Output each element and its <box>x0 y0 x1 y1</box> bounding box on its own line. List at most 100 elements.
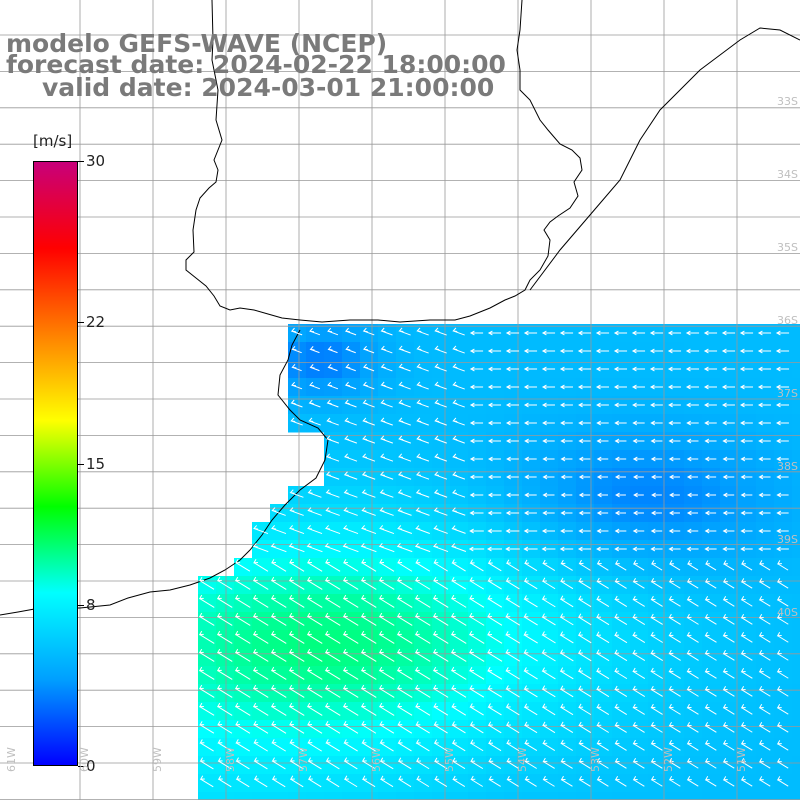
wind-arrow <box>324 702 341 716</box>
wind-arrow <box>309 327 321 336</box>
valid-date: valid date: 2024-03-01 21:00:00 <box>42 73 495 102</box>
wind-arrow <box>668 739 681 751</box>
wind-arrow <box>632 739 645 751</box>
wind-arrow <box>523 528 538 534</box>
wind-arrow <box>613 348 628 354</box>
wind-arrow <box>704 510 717 516</box>
wind-arrow <box>235 721 251 734</box>
wind-arrow <box>360 648 377 662</box>
wind-arrow <box>271 507 286 516</box>
wind-arrow <box>344 435 358 444</box>
wind-arrow <box>416 417 429 426</box>
wind-arrow <box>505 348 520 354</box>
wind-arrow <box>343 757 358 770</box>
wind-arrow <box>452 399 465 408</box>
wind-arrow <box>397 757 412 770</box>
wind-arrow <box>632 667 646 679</box>
field-cell <box>486 792 505 800</box>
wind-arrow <box>234 630 251 644</box>
wind-arrow <box>414 666 431 680</box>
wind-arrow <box>721 366 736 372</box>
wind-arrow <box>559 667 574 680</box>
wind-arrow <box>380 327 393 336</box>
wind-arrow <box>687 560 699 571</box>
wind-arrow <box>324 612 341 626</box>
wind-arrow <box>468 612 485 626</box>
wind-arrow <box>667 348 682 354</box>
wind-arrow <box>523 685 538 698</box>
wind-arrow <box>614 739 627 751</box>
wind-arrow <box>487 528 502 534</box>
wind-arrow <box>434 327 447 336</box>
wind-arrow <box>307 757 322 770</box>
wind-arrow <box>433 525 448 534</box>
wind-arrow <box>704 667 717 679</box>
wind-arrow <box>362 435 376 444</box>
field-cell <box>792 720 800 739</box>
wind-arrow <box>668 776 681 787</box>
wind-arrow <box>686 402 699 408</box>
wind-arrow <box>505 366 520 372</box>
wind-arrow <box>451 543 467 552</box>
wind-arrow <box>523 667 538 680</box>
wind-arrow <box>450 630 467 644</box>
wind-arrow <box>651 474 662 480</box>
wind-arrow <box>686 685 699 697</box>
wind-arrow <box>415 721 430 734</box>
wind-arrow <box>253 757 268 770</box>
coastline <box>0 0 800 616</box>
wind-arrow <box>378 594 395 608</box>
wind-arrow <box>758 704 771 715</box>
wind-arrow <box>686 667 699 679</box>
field-cell <box>432 792 451 800</box>
wind-arrow <box>703 366 718 372</box>
field-cell <box>792 684 800 703</box>
wind-arrow <box>614 510 627 516</box>
wind-arrow <box>758 528 771 534</box>
latitude-label: 37S <box>777 387 798 400</box>
wind-arrow <box>578 528 591 534</box>
wind-arrow <box>432 684 449 698</box>
field-cell <box>270 792 289 800</box>
wind-arrow <box>632 595 645 607</box>
wind-arrow <box>740 456 753 462</box>
wind-arrow <box>686 474 699 480</box>
wind-arrow <box>380 775 394 788</box>
wind-arrow <box>451 507 466 516</box>
latitude-label: 34S <box>777 168 798 181</box>
wind-arrow <box>415 471 430 480</box>
wind-arrow <box>541 330 556 336</box>
wind-arrow <box>198 630 215 644</box>
wind-arrow <box>686 510 699 516</box>
wind-arrow <box>397 489 412 498</box>
wind-arrow <box>414 576 431 590</box>
wind-arrow <box>758 758 771 769</box>
wind-arrow <box>650 703 663 715</box>
field-cell <box>396 792 415 800</box>
wind-arrow <box>344 417 357 426</box>
wind-arrow <box>396 684 413 698</box>
wind-arrow <box>288 684 305 698</box>
wind-arrow <box>217 757 232 770</box>
wind-arrow <box>380 453 394 462</box>
wind-arrow <box>669 492 680 498</box>
wind-arrow <box>631 384 645 390</box>
wind-arrow <box>559 330 574 336</box>
wind-arrow <box>234 576 251 590</box>
wind-arrow <box>703 384 717 390</box>
wind-arrow <box>722 528 735 534</box>
wind-arrow <box>487 685 502 698</box>
wind-arrow <box>523 577 538 590</box>
wind-arrow <box>487 559 502 572</box>
wind-arrow <box>560 775 573 787</box>
wind-arrow <box>345 345 356 354</box>
wind-arrow <box>450 594 467 608</box>
wind-arrow <box>524 438 537 444</box>
wind-arrow <box>271 757 286 770</box>
wind-arrow <box>541 685 556 698</box>
wind-arrow <box>451 739 466 752</box>
wind-arrow <box>198 612 215 626</box>
field-cell <box>792 756 800 775</box>
wind-arrow <box>523 402 537 408</box>
